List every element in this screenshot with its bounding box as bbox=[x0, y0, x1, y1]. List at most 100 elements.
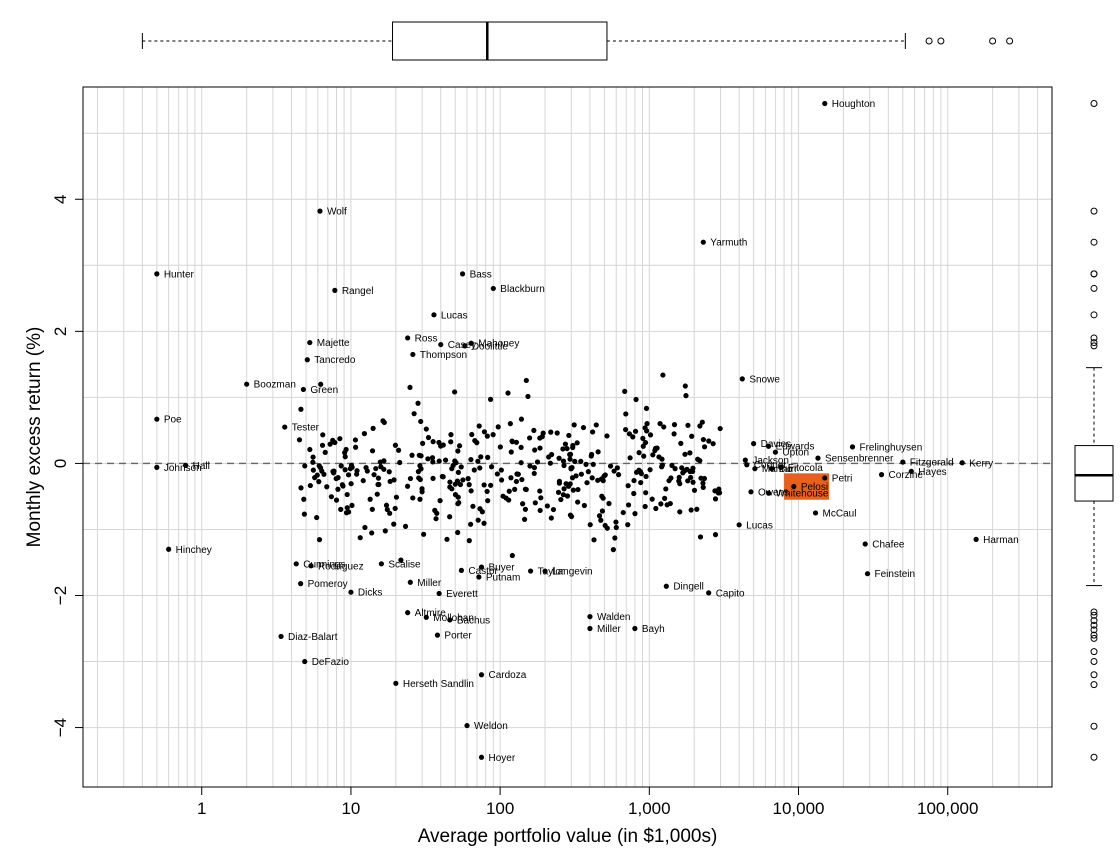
data-point bbox=[455, 529, 461, 536]
point-label: Owens bbox=[758, 487, 789, 498]
data-point bbox=[522, 506, 529, 512]
data-point bbox=[677, 509, 683, 515]
data-point bbox=[778, 464, 784, 470]
data-point bbox=[549, 451, 555, 458]
data-point bbox=[154, 416, 160, 422]
outlier-point bbox=[1090, 342, 1098, 350]
data-point bbox=[700, 484, 706, 490]
data-point bbox=[474, 440, 480, 446]
data-point bbox=[656, 454, 662, 460]
data-point bbox=[671, 422, 678, 428]
data-point bbox=[488, 464, 495, 470]
data-point bbox=[569, 465, 575, 471]
point-label: Johnson bbox=[164, 463, 202, 474]
data-point bbox=[508, 449, 514, 455]
point-label: Tester bbox=[292, 423, 320, 434]
data-point bbox=[383, 502, 390, 508]
data-point bbox=[423, 426, 429, 432]
data-point bbox=[437, 498, 443, 504]
data-point bbox=[700, 239, 706, 245]
data-point bbox=[478, 564, 485, 570]
point-label: Snowe bbox=[749, 374, 780, 385]
point-label: Tancredo bbox=[314, 355, 356, 366]
data-point bbox=[447, 484, 453, 490]
data-point bbox=[438, 443, 444, 449]
data-point bbox=[436, 590, 442, 597]
point-label: Altmire bbox=[415, 608, 447, 619]
outlier-point bbox=[989, 37, 997, 45]
data-point bbox=[748, 489, 754, 495]
data-point bbox=[310, 467, 316, 473]
data-point bbox=[583, 461, 589, 467]
data-point bbox=[481, 482, 487, 488]
point-label: DeFazio bbox=[312, 657, 350, 668]
data-point bbox=[302, 658, 308, 665]
data-point bbox=[614, 465, 620, 471]
data-point bbox=[590, 461, 596, 467]
data-point bbox=[344, 491, 350, 498]
data-point bbox=[567, 456, 573, 462]
data-point bbox=[542, 568, 548, 574]
x-marginal-boxplot bbox=[141, 21, 1014, 61]
data-point bbox=[632, 428, 639, 434]
outlier-point bbox=[925, 37, 933, 45]
data-point bbox=[301, 496, 307, 502]
data-point bbox=[466, 538, 472, 544]
data-point bbox=[662, 495, 668, 501]
data-point bbox=[689, 433, 695, 439]
data-point bbox=[407, 384, 413, 391]
data-point bbox=[659, 464, 665, 470]
point-label: Jackson bbox=[752, 456, 789, 467]
data-point bbox=[458, 464, 464, 470]
data-point bbox=[578, 471, 584, 477]
data-point bbox=[644, 428, 650, 434]
data-point bbox=[298, 581, 304, 587]
x-tick-label: 1 bbox=[197, 799, 206, 818]
data-point bbox=[405, 610, 411, 616]
data-point bbox=[525, 393, 531, 400]
data-point bbox=[457, 481, 464, 488]
y-marginal-boxplot bbox=[1074, 100, 1114, 761]
outlier-point bbox=[1090, 100, 1098, 108]
data-point bbox=[343, 510, 350, 516]
data-point bbox=[599, 508, 606, 514]
data-point bbox=[430, 459, 436, 465]
data-point bbox=[512, 486, 518, 492]
data-point bbox=[459, 271, 466, 277]
point-label: Majette bbox=[317, 338, 350, 349]
data-point bbox=[688, 474, 694, 481]
data-point bbox=[434, 510, 440, 516]
data-point bbox=[712, 496, 719, 502]
data-point bbox=[382, 528, 388, 534]
data-point bbox=[391, 477, 397, 483]
data-point bbox=[506, 488, 512, 494]
data-point bbox=[908, 468, 914, 474]
outlier-point bbox=[1090, 634, 1098, 642]
point-labels: Houghton Wolf Yarmuth Hunter Bass Rangel Black… bbox=[164, 99, 1019, 764]
data-point bbox=[625, 502, 632, 508]
point-label: Scalise bbox=[388, 559, 421, 570]
point-label: Cooper bbox=[754, 460, 787, 471]
data-point bbox=[680, 470, 686, 476]
point-label: Boozman bbox=[254, 380, 296, 391]
data-point bbox=[717, 425, 723, 432]
data-point bbox=[598, 517, 604, 523]
data-point bbox=[585, 469, 591, 475]
data-point bbox=[307, 446, 313, 453]
point-label: Cardoza bbox=[488, 670, 526, 681]
point-label: Cunnings bbox=[303, 559, 345, 570]
point-label: Bachus bbox=[457, 615, 490, 626]
point-label: Hall bbox=[193, 461, 210, 472]
data-point bbox=[328, 494, 334, 500]
outlier-point bbox=[1090, 621, 1098, 629]
data-point bbox=[567, 451, 574, 457]
point-label: Porter bbox=[444, 631, 472, 642]
data-point bbox=[331, 468, 337, 474]
data-point bbox=[647, 432, 654, 438]
data-point bbox=[623, 426, 629, 433]
data-point bbox=[410, 495, 416, 501]
outlier-point bbox=[1090, 311, 1098, 319]
data-point bbox=[612, 535, 618, 541]
data-point bbox=[632, 625, 638, 632]
